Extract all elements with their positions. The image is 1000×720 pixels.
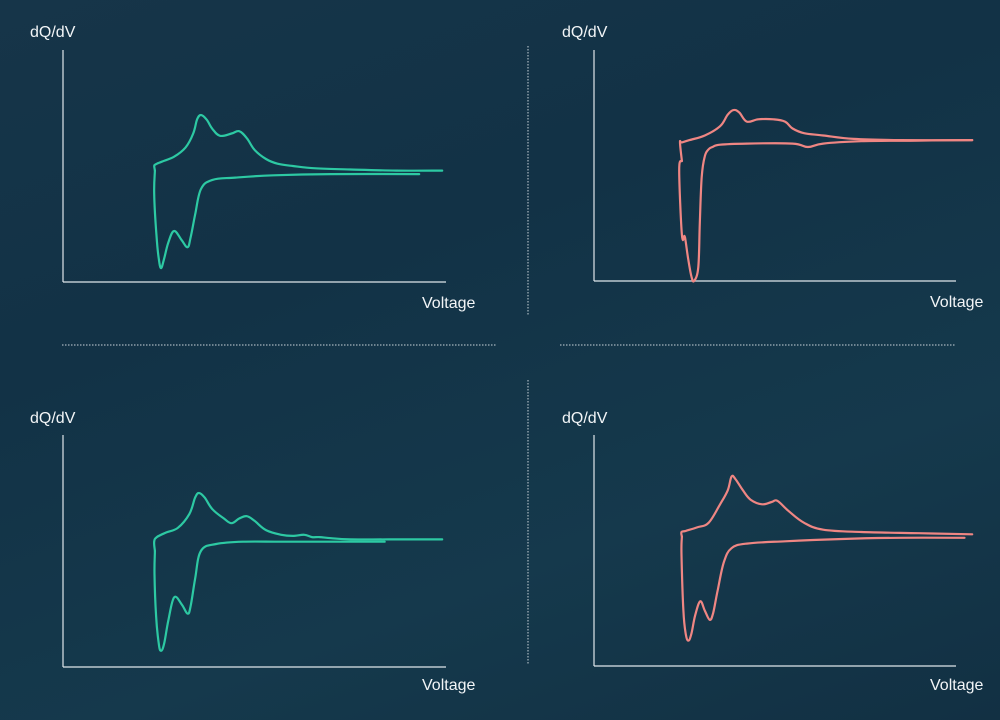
discharge-curve <box>153 169 421 270</box>
charge-curve <box>678 108 974 162</box>
x-axis-label: Voltage <box>422 295 475 312</box>
chart-panel-top-right: dQ/dV Voltage <box>562 24 983 311</box>
chart-panel-bottom-left: dQ/dV Voltage <box>30 410 475 694</box>
chart-panel-top-left: dQ/dV Voltage <box>30 24 475 312</box>
charge-curve <box>680 474 974 538</box>
charge-curve <box>153 113 444 172</box>
charge-curve <box>153 491 444 553</box>
curves <box>678 108 974 283</box>
curves <box>153 113 444 270</box>
y-axis-label: dQ/dV <box>562 410 608 427</box>
curves <box>680 474 974 642</box>
x-axis-label: Voltage <box>930 294 983 311</box>
discharge-curve <box>153 540 386 652</box>
x-axis-label: Voltage <box>930 677 983 694</box>
x-axis-label: Voltage <box>422 677 475 694</box>
curves <box>153 491 444 652</box>
y-axis-label: dQ/dV <box>30 410 76 427</box>
chart-panel-bottom-right: dQ/dV Voltage <box>562 410 983 694</box>
y-axis-label: dQ/dV <box>30 24 76 41</box>
y-axis-label: dQ/dV <box>562 24 608 41</box>
discharge-curve <box>678 139 974 283</box>
discharge-curve <box>680 535 966 642</box>
